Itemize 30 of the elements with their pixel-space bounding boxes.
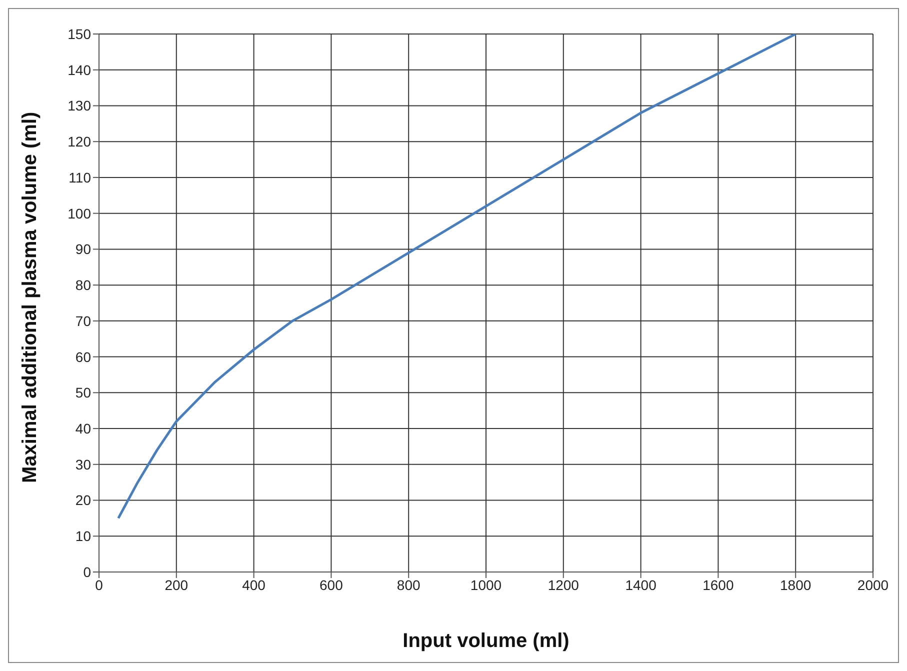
y-tick-label: 140 [68, 62, 92, 78]
x-tick-label: 1800 [780, 576, 812, 593]
y-tick-label: 60 [75, 348, 92, 365]
y-tick-label: 40 [75, 420, 92, 437]
y-tick-label: 0 [83, 564, 92, 580]
y-tick-label: 80 [75, 277, 92, 294]
x-tick-label: 1200 [548, 576, 580, 593]
x-tick-label: 1600 [702, 576, 734, 593]
x-axis-title: Input volume (ml) [402, 630, 570, 652]
y-tick-label: 150 [68, 26, 92, 42]
y-tick-label: 130 [68, 98, 92, 114]
x-tick-label: 400 [242, 576, 266, 593]
y-tick-label: 50 [75, 384, 92, 401]
y-tick-label: 90 [75, 241, 92, 258]
line-series [117, 34, 797, 520]
y-tick-label: 30 [75, 456, 92, 472]
y-tick-label: 20 [75, 492, 92, 508]
x-tick-label: 200 [164, 576, 188, 593]
x-tick-label: 1400 [625, 576, 657, 593]
y-tick-label: 70 [75, 312, 92, 329]
y-tick-label: 100 [68, 205, 92, 222]
x-tick-label: 2000 [857, 576, 889, 593]
y-tick-label: 10 [75, 528, 92, 544]
y-tick-label: 120 [68, 134, 92, 150]
x-tick-label: 600 [320, 576, 344, 593]
y-axis-title: Maximal additional plasma volume (ml) [19, 112, 42, 483]
x-tick-label: 800 [396, 576, 420, 593]
x-tick-label: 0 [95, 576, 104, 593]
y-tick-label: 110 [68, 169, 92, 186]
x-tick-label: 1000 [470, 576, 502, 593]
